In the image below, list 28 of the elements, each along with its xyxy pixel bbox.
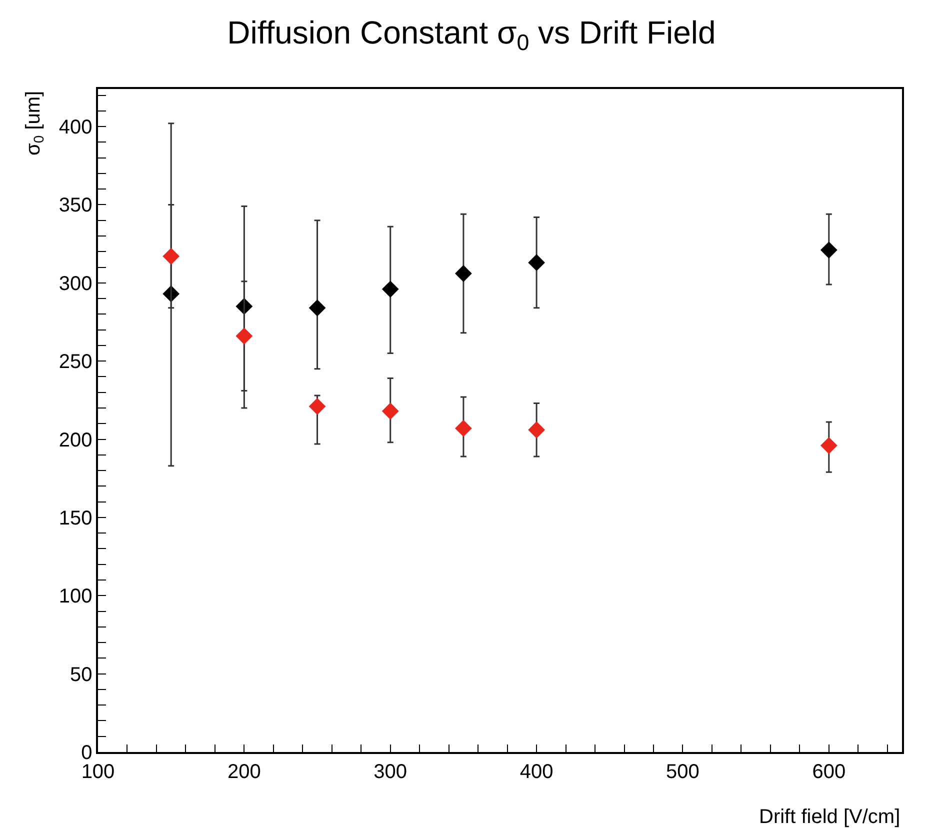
- point: [162, 248, 180, 265]
- x-tick-label: 300: [374, 760, 408, 783]
- point: [820, 242, 838, 259]
- point: [308, 299, 326, 316]
- y-tick-label: 100: [58, 586, 92, 608]
- y-tick-label: 250: [58, 351, 92, 374]
- point: [528, 421, 545, 438]
- point: [528, 254, 545, 272]
- point: [455, 420, 472, 437]
- point: [820, 437, 838, 454]
- y-tick-label: 400: [58, 116, 92, 139]
- point: [308, 398, 326, 415]
- y-tick-label: 150: [58, 507, 92, 530]
- x-tick-label: 200: [227, 760, 261, 783]
- y-tick-label: 200: [58, 429, 92, 452]
- y-tick-label: 50: [70, 664, 92, 686]
- y-tick-label: 300: [58, 272, 92, 295]
- y-tick-label: 350: [58, 194, 92, 217]
- x-axis-title: Drift field [V/cm]: [759, 806, 900, 828]
- chart-title: Diffusion Constant σ$_{0}$ vs Drift Field: [227, 14, 716, 56]
- y-tick-label: 0: [81, 742, 92, 764]
- point: [236, 328, 253, 345]
- point: [382, 280, 399, 298]
- x-tick-label: 600: [812, 760, 846, 783]
- x-tick-label: 400: [520, 760, 554, 783]
- point: [382, 402, 399, 420]
- x-tick-label: 500: [666, 760, 700, 783]
- point: [455, 265, 472, 282]
